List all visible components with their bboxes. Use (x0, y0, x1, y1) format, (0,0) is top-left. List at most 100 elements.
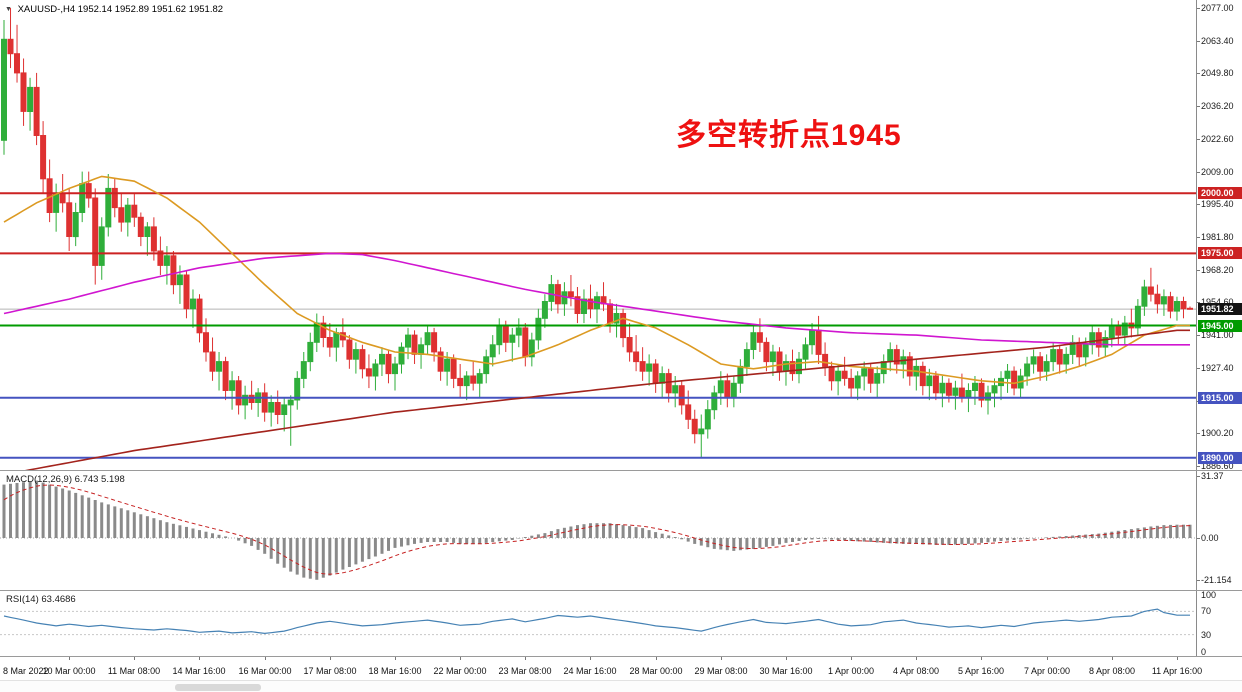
chart-header: ▼ XAUUSD-,H4 1952.14 1952.89 1951.62 195… (5, 4, 223, 15)
price-tick-label: 1927.40 (1201, 362, 1234, 373)
macd-panel-surface[interactable] (0, 470, 1196, 590)
rsi-scale[interactable]: 100 70 30 0 (1196, 590, 1242, 657)
price-line-tag: 2000.00 (1198, 187, 1242, 199)
time-tickmark (590, 656, 591, 660)
time-tick-label: 24 Mar 16:00 (563, 666, 617, 676)
time-tickmark (395, 656, 396, 660)
time-tick-label: 18 Mar 16:00 (368, 666, 422, 676)
panel-separator[interactable] (0, 470, 1242, 471)
time-tick-label: 1 Apr 00:00 (827, 666, 875, 676)
macd-indicator-label: MACD(12,26,9) 6.743 5.198 (6, 474, 125, 485)
price-tick-label: 2022.60 (1201, 133, 1234, 144)
macd-tickmark (1197, 580, 1200, 581)
ma-slow-magenta (3, 252, 1190, 346)
price-line-tag: 1915.00 (1198, 392, 1242, 404)
ohlc-values: 1952.14 1952.89 1951.62 1951.82 (77, 4, 224, 15)
macd-histogram-layer (2, 480, 1192, 580)
horizontal-scrollbar-thumb[interactable] (175, 684, 261, 691)
price-tick-label: 1941.00 (1201, 330, 1234, 341)
time-axis[interactable]: 8 Mar 2022 10 Mar 00:00 11 Mar 08:00 14 Mar… (0, 656, 1242, 680)
time-tick-label: 10 Mar 00:00 (42, 666, 96, 676)
time-tick-label: 14 Mar 16:00 (172, 666, 226, 676)
time-tick-label: 5 Apr 16:00 (957, 666, 1005, 676)
time-tick-label: 30 Mar 16:00 (759, 666, 813, 676)
price-scale[interactable]: 2077.00 2063.40 2049.80 2036.20 2022.60 2009.… (1196, 0, 1242, 471)
bottom-strip (0, 680, 1242, 692)
price-tickmark (1197, 270, 1200, 271)
price-tick-label: 1886.60 (1201, 461, 1234, 471)
price-tick-label: 2036.20 (1201, 101, 1234, 112)
rsi-tick-label: 30 (1201, 630, 1212, 640)
macd-signal-line (3, 484, 1191, 575)
time-tickmark (721, 656, 722, 660)
macd-tick-label: -21.154 (1201, 575, 1232, 585)
rsi-indicator-label: RSI(14) 63.4686 (6, 594, 76, 605)
time-tick-label: 4 Apr 08:00 (892, 666, 940, 676)
rsi-tick-label: 100 (1201, 590, 1217, 600)
time-tick-label: 29 Mar 08:00 (694, 666, 748, 676)
time-tickmark (786, 656, 787, 660)
time-tickmark (199, 656, 200, 660)
time-tickmark (1047, 656, 1048, 660)
time-tickmark (69, 656, 70, 660)
price-line-tag: 1945.00 (1198, 320, 1242, 332)
price-tickmark (1197, 204, 1200, 205)
rsi-tick-label: 0 (1201, 647, 1207, 657)
macd-tick-label: 0.00 (1201, 533, 1219, 543)
macd-scale[interactable]: 31.37 0.00 -21.154 (1196, 470, 1242, 590)
price-tickmark (1197, 466, 1200, 467)
price-tickmark (1197, 335, 1200, 336)
ma-mid-orange (3, 175, 1190, 385)
price-tick-label: 2077.00 (1201, 3, 1234, 13)
macd-values: 6.743 5.198 (74, 474, 125, 485)
macd-tickmark (1197, 538, 1200, 539)
time-tick-label: 8 Apr 08:00 (1088, 666, 1136, 676)
price-tick-label: 1900.20 (1201, 428, 1234, 439)
macd-tickmark (1197, 476, 1200, 477)
time-tick-label: 16 Mar 00:00 (238, 666, 292, 676)
price-tickmark (1197, 139, 1200, 140)
moving-averages-layer (3, 175, 1190, 470)
macd-name: MACD(12,26,9) (6, 474, 72, 485)
chart-annotation: 多空转折点1945 (676, 119, 902, 152)
price-tick-label: 1981.80 (1201, 232, 1234, 242)
price-tickmark (1197, 8, 1200, 9)
rsi-name: RSI(14) (6, 594, 39, 605)
time-tickmark (134, 656, 135, 660)
symbol-timeframe-label: XAUUSD-,H4 (17, 4, 76, 15)
time-tickmark (265, 656, 266, 660)
time-tickmark (981, 656, 982, 660)
rsi-panel-surface[interactable] (0, 590, 1196, 656)
time-tickmark (460, 656, 461, 660)
time-tickmark (525, 656, 526, 660)
time-tick-label: 17 Mar 08:00 (303, 666, 357, 676)
time-tickmark (1112, 656, 1113, 660)
rsi-value: 63.4686 (41, 594, 76, 605)
rsi-tick-label: 70 (1201, 606, 1212, 616)
price-tickmark (1197, 302, 1200, 303)
price-line-tag: 1975.00 (1198, 247, 1242, 259)
time-tick-label: 23 Mar 08:00 (498, 666, 552, 676)
horizontal-lines-layer (0, 192, 1196, 459)
time-tick-label: 28 Mar 00:00 (629, 666, 683, 676)
price-tickmark (1197, 368, 1200, 369)
price-tick-label: 1954.60 (1201, 297, 1234, 307)
macd-tick-label: 31.37 (1201, 471, 1224, 481)
price-chart-surface[interactable] (0, 0, 1196, 470)
time-tick-label: 7 Apr 00:00 (1023, 666, 1071, 676)
time-tickmark (330, 656, 331, 660)
time-tick-label: 11 Apr 16:00 (1151, 666, 1203, 676)
price-tickmark (1197, 73, 1200, 74)
symbol-dropdown-arrow-icon[interactable]: ▼ (5, 6, 12, 13)
time-tick-label: 22 Mar 00:00 (433, 666, 487, 676)
price-tick-label: 1995.40 (1201, 199, 1234, 210)
current-price-tag: 1951.82 (1198, 303, 1242, 315)
price-tickmark (1197, 172, 1200, 173)
time-tickmark (851, 656, 852, 660)
price-tick-label: 2049.80 (1201, 68, 1234, 79)
price-tick-label: 2063.40 (1201, 35, 1234, 46)
price-tickmark (1197, 41, 1200, 42)
time-tickmark (656, 656, 657, 660)
panel-separator[interactable] (0, 590, 1242, 591)
